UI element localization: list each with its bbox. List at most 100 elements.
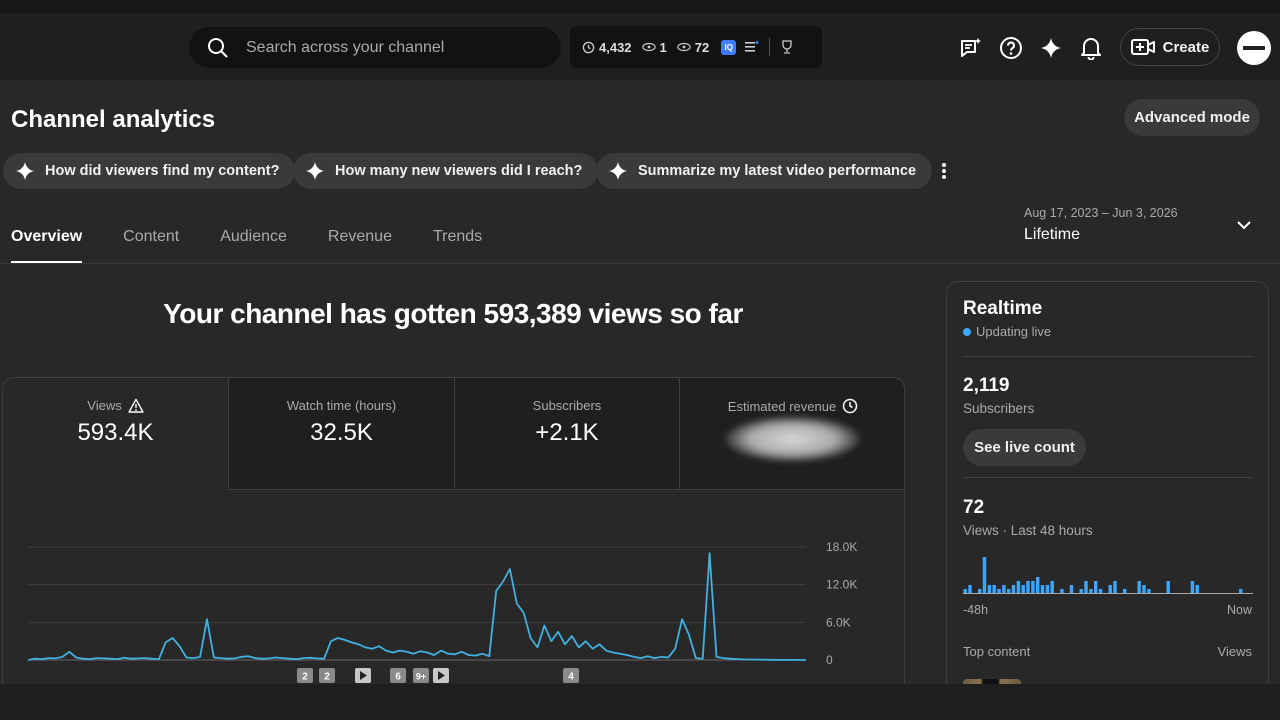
- see-live-count-button[interactable]: See live count: [963, 429, 1086, 466]
- date-range-dates: Aug 17, 2023 – Jun 3, 2026: [1024, 206, 1178, 220]
- redacted-revenue: [725, 416, 860, 462]
- bell-icon: [1081, 38, 1101, 60]
- search-icon: [208, 37, 228, 58]
- trophy-icon[interactable]: [780, 40, 794, 54]
- sparkle-icon: [305, 161, 325, 181]
- chat-sparkle-icon: [961, 38, 981, 57]
- realtime-bar: [1084, 581, 1088, 593]
- sparkle-icon: [15, 161, 35, 181]
- realtime-bar: [978, 589, 982, 593]
- avatar[interactable]: [1237, 31, 1271, 65]
- feedback-button[interactable]: [954, 31, 988, 65]
- notifications-button[interactable]: [1074, 31, 1108, 65]
- realtime-bar: [1098, 589, 1103, 593]
- video-marker[interactable]: 6: [390, 668, 406, 683]
- metric-subscribers[interactable]: Subscribers +2.1K: [455, 378, 680, 490]
- suggestion-chip[interactable]: How did viewers find my content?: [3, 153, 296, 189]
- search-input[interactable]: Search across your channel: [246, 38, 445, 56]
- advanced-mode-button[interactable]: Advanced mode: [1124, 99, 1260, 136]
- metric-views[interactable]: Views 593.4K: [3, 378, 229, 490]
- extension-stats-bar: 4,432 1 72 IQ: [570, 26, 822, 68]
- svg-text:2: 2: [302, 672, 308, 683]
- realtime-bar: [1166, 581, 1170, 593]
- avatar-logo: [1243, 46, 1265, 50]
- realtime-bar: [1142, 585, 1146, 593]
- eye-icon: [641, 42, 656, 52]
- realtime-subscribers-label: Subscribers: [963, 401, 1035, 416]
- realtime-card: Realtime Updating live 2,119 Subscribers…: [946, 281, 1269, 711]
- video-marker-play[interactable]: [433, 668, 449, 683]
- realtime-bar: [1113, 581, 1117, 593]
- help-button[interactable]: [994, 31, 1028, 65]
- date-range-picker[interactable]: Aug 17, 2023 – Jun 3, 2026 Lifetime: [1024, 206, 1178, 244]
- realtime-bar: [1069, 585, 1074, 593]
- tab-trends[interactable]: Trends: [432, 228, 483, 245]
- top-content-views-label: Views: [1217, 644, 1252, 659]
- realtime-views-label: Views · Last 48 hours: [963, 523, 1093, 538]
- video-marker-play[interactable]: [355, 668, 371, 683]
- metric-watch-time[interactable]: Watch time (hours) 32.5K: [229, 378, 455, 490]
- bottom-strip: [0, 684, 1280, 720]
- divider: [769, 38, 771, 56]
- realtime-views-bar-chart: [963, 557, 1253, 594]
- video-marker[interactable]: 2: [297, 668, 313, 683]
- suggestion-chip[interactable]: Summarize my latest video performance: [596, 153, 933, 189]
- realtime-bar: [1137, 581, 1141, 593]
- views-series-line: [27, 552, 806, 661]
- video-marker[interactable]: 2: [319, 668, 335, 683]
- realtime-bar: [1026, 581, 1030, 593]
- tab-revenue[interactable]: Revenue: [327, 228, 392, 245]
- top-bar: Search across your channel 4,432 1 72 IQ: [0, 0, 1280, 80]
- realtime-bar: [982, 557, 987, 593]
- chevron-down-icon[interactable]: [1236, 219, 1252, 231]
- realtime-bar: [1036, 577, 1040, 593]
- live-stat: 1: [641, 40, 667, 55]
- tab-overview[interactable]: Overview: [11, 228, 83, 263]
- extension-logo-icon[interactable]: IQ: [721, 39, 737, 55]
- create-button[interactable]: Create: [1120, 28, 1220, 66]
- realtime-bar: [1079, 589, 1083, 593]
- realtime-bar: [1195, 585, 1199, 593]
- realtime-bar: [1060, 589, 1064, 593]
- views-line-chart: 18.0K 12.0K 6.0K 0 2 2 6 9+ 4: [27, 540, 857, 683]
- help-icon: [1000, 37, 1022, 59]
- y-tick-label: 18.0K: [826, 540, 857, 554]
- realtime-bar: [1089, 589, 1093, 593]
- realtime-bar: [1021, 585, 1025, 593]
- realtime-bar: [997, 589, 1001, 593]
- divider: [963, 477, 1253, 478]
- video-marker[interactable]: 9+: [413, 668, 429, 683]
- clock-icon: [582, 41, 595, 53]
- live-dot: [963, 327, 971, 336]
- tab-audience[interactable]: Audience: [220, 228, 287, 245]
- list-icon[interactable]: [745, 41, 759, 53]
- play-icon: [438, 671, 445, 680]
- realtime-bar: [1045, 585, 1050, 593]
- realtime-bar: [1239, 589, 1243, 593]
- suggestion-chip[interactable]: How many new viewers did I reach?: [293, 153, 599, 189]
- ai-sparkle-button[interactable]: [1034, 31, 1068, 65]
- clock-icon: [842, 398, 858, 414]
- play-icon: [360, 671, 367, 680]
- video-marker[interactable]: 4: [563, 668, 579, 683]
- realtime-bar: [1094, 581, 1098, 593]
- realtime-bar: [1031, 581, 1035, 593]
- top-content-label: Top content: [963, 644, 1031, 659]
- realtime-bar: [992, 585, 996, 593]
- realtime-bar: [968, 585, 972, 593]
- axis-start-label: -48h: [963, 603, 989, 617]
- realtime-bar: [1108, 585, 1112, 593]
- y-tick-label: 6.0K: [826, 615, 851, 629]
- metric-estimated-revenue[interactable]: Estimated revenue: [680, 378, 904, 490]
- divider: [963, 356, 1253, 357]
- live-status: Updating live: [963, 324, 1051, 339]
- search-box[interactable]: Search across your channel: [189, 27, 561, 68]
- more-options-icon[interactable]: [936, 160, 952, 182]
- svg-text:2: 2: [324, 672, 330, 683]
- tab-content[interactable]: Content: [123, 228, 180, 245]
- realtime-bar: [1040, 585, 1045, 593]
- page-title: Channel analytics: [11, 106, 216, 133]
- realtime-views-count: 72: [963, 497, 985, 518]
- y-tick-label: 0: [826, 653, 833, 667]
- overview-card: Views 593.4K Watch time (hours) 32.5K Su…: [2, 377, 905, 707]
